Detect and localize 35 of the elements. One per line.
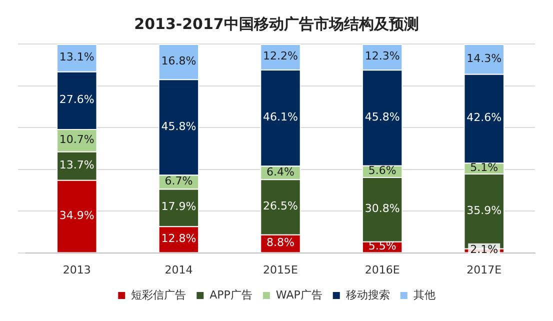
legend-label: WAP广告 [276, 288, 322, 302]
x-tick-label: 2014 [164, 263, 193, 276]
data-label: 45.8% [364, 110, 400, 124]
data-label: 2.1% [470, 243, 498, 256]
data-label: 14.3% [466, 52, 502, 65]
data-label: 6.7% [164, 174, 193, 188]
data-label: 46.1% [263, 110, 298, 124]
data-label: 27.6% [59, 93, 94, 106]
data-label: 5.1% [470, 160, 498, 174]
data-label: 16.8% [161, 54, 196, 68]
data-label: 5.6% [368, 164, 396, 178]
legend-label: APP广告 [210, 288, 252, 302]
data-label: 17.9% [161, 200, 196, 214]
legend-label: 其他 [413, 288, 436, 302]
data-label: 12.8% [161, 232, 196, 246]
data-label: 12.2% [263, 50, 298, 63]
x-tick-label: 2017E [466, 263, 502, 276]
x-tick-label: 2016E [364, 263, 400, 276]
data-label: 26.5% [263, 200, 298, 213]
legend-label: 短彩信广告 [131, 288, 186, 302]
x-tick-label: 2015E [263, 263, 298, 276]
x-tick-label: 2013 [62, 263, 91, 276]
data-label: 35.9% [466, 204, 502, 217]
legend-label: 移动搜索 [346, 288, 390, 302]
data-label: 13.1% [59, 50, 94, 64]
data-label: 13.7% [59, 158, 94, 172]
data-label: 42.6% [466, 111, 502, 124]
data-label: 10.7% [59, 133, 94, 146]
data-label: 8.8% [266, 236, 294, 250]
data-label: 6.4% [266, 165, 294, 178]
data-label: 12.3% [364, 50, 400, 63]
data-label: 45.8% [161, 120, 196, 133]
data-label: 30.8% [364, 202, 400, 216]
data-label: 34.9% [59, 208, 94, 222]
chart-title: 2013-2017中国移动广告市场结构及预测 [134, 14, 419, 33]
